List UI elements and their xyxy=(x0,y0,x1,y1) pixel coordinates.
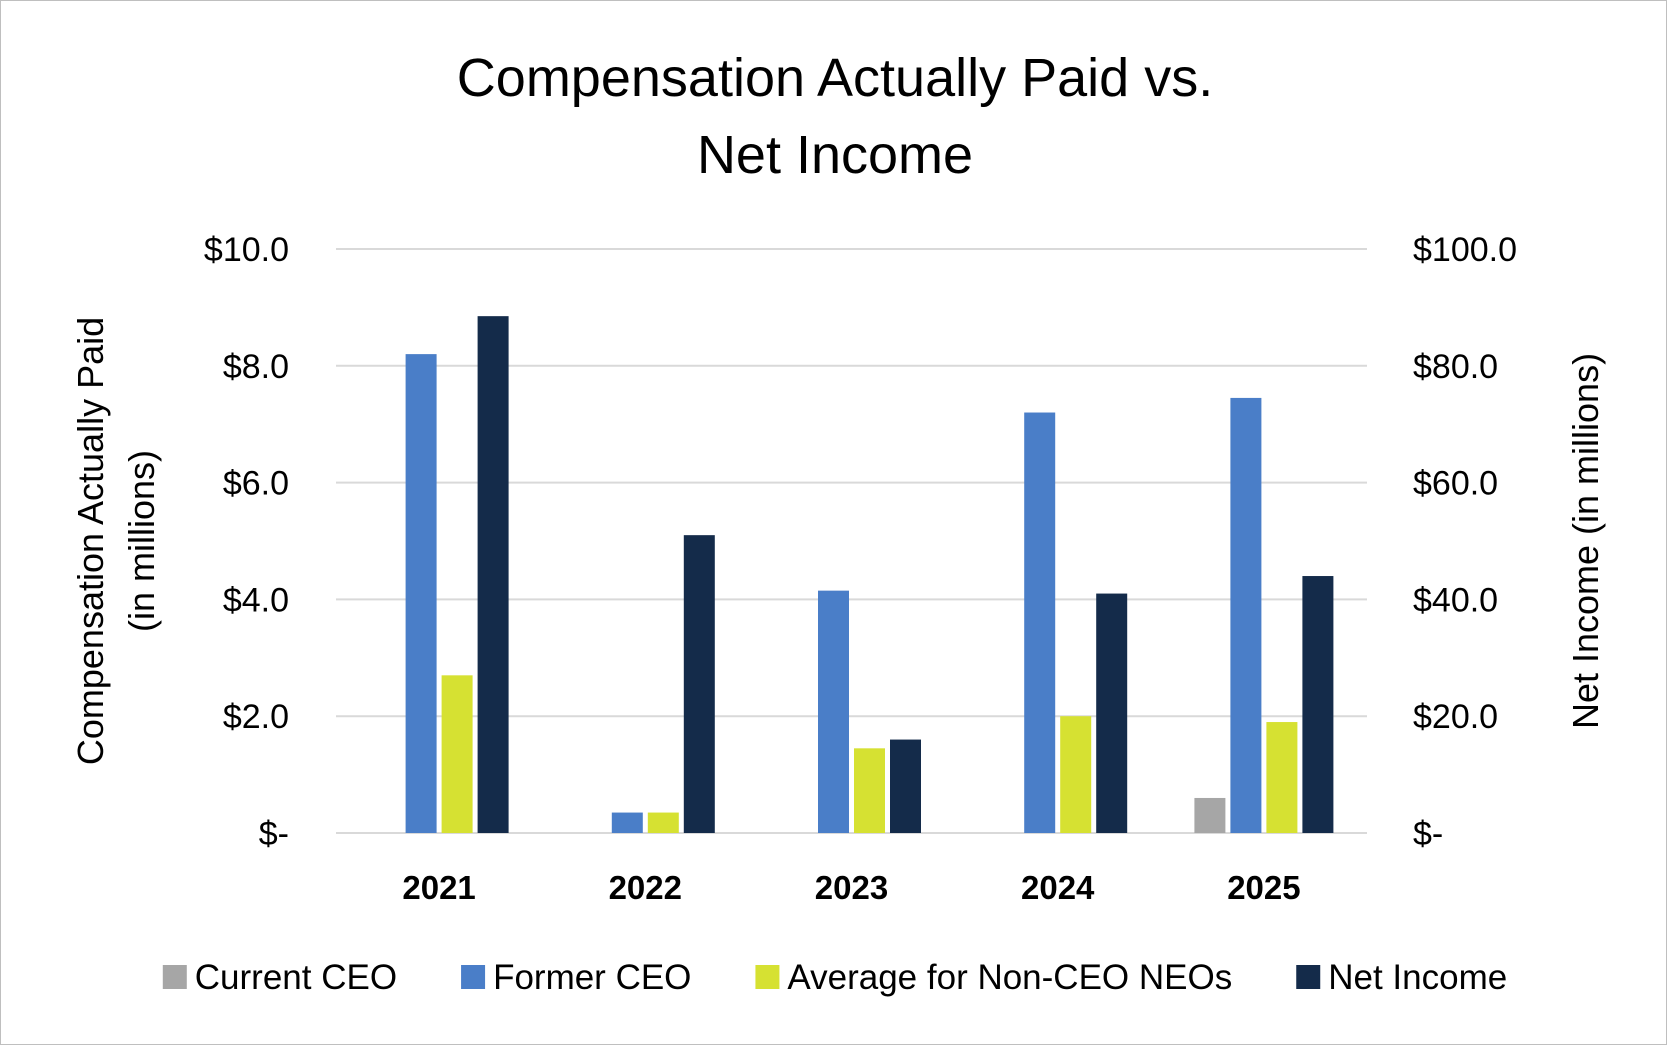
category-label: 2023 xyxy=(815,869,888,906)
bar-net-income-2024 xyxy=(1096,593,1128,833)
legend-label: Net Income xyxy=(1328,958,1507,997)
bar-net-income-2023 xyxy=(890,739,921,833)
legend-swatch xyxy=(461,965,486,989)
bar-net-income-2021 xyxy=(477,316,509,833)
chart-title-line-2: Net Income xyxy=(697,125,973,185)
left-axis-title-line-1: Compensation Actually Paid xyxy=(70,317,111,765)
legend: Current CEO Former CEO Average for Non-CEO… xyxy=(162,958,1507,997)
bar-former-ceo-2022 xyxy=(611,812,643,833)
left-tick-label: $10.0 xyxy=(204,231,289,269)
category-label: 2025 xyxy=(1227,869,1300,906)
legend-label: Average for Non-CEO NEOs xyxy=(787,958,1232,997)
category-label: 2022 xyxy=(609,869,682,906)
left-axis-title-line-2: (in millions) xyxy=(121,450,162,632)
legend-swatch xyxy=(1296,965,1321,989)
legend-label: Current CEO xyxy=(195,958,397,997)
bar-net-income-2025 xyxy=(1302,576,1334,833)
right-tick-label: $40.0 xyxy=(1413,581,1498,619)
legend-swatch xyxy=(162,965,187,989)
right-axis-ticks: $- $20.0 $40.0 $60.0 $80.0 $100.0 xyxy=(1413,231,1517,853)
category-label: 2021 xyxy=(402,869,475,906)
bar-former-ceo-2024 xyxy=(1024,412,1056,833)
bar-former-ceo-2025 xyxy=(1230,397,1262,833)
legend-label: Former CEO xyxy=(493,958,691,997)
bar-current-ceo-2025 xyxy=(1194,797,1226,833)
left-tick-label: $2.0 xyxy=(223,698,289,736)
chart-title: Compensation Actually Paid vs. Net Incom… xyxy=(457,48,1213,185)
right-tick-label: $20.0 xyxy=(1413,698,1498,736)
right-axis-title: Net Income (in millions) xyxy=(1565,353,1606,729)
bar-average-for-non-ceo-neos-2021 xyxy=(441,675,473,833)
chart-title-line-1: Compensation Actually Paid vs. xyxy=(457,48,1213,108)
left-tick-label: $4.0 xyxy=(223,581,289,619)
bar-average-for-non-ceo-neos-2025 xyxy=(1266,722,1298,833)
category-labels: 2021 2022 2023 2024 2025 xyxy=(402,869,1300,906)
bar-net-income-2022 xyxy=(683,535,715,833)
bar-former-ceo-2021 xyxy=(405,354,437,833)
bar-average-for-non-ceo-neos-2023 xyxy=(854,748,885,833)
legend-swatch xyxy=(755,965,780,989)
right-tick-label: $60.0 xyxy=(1413,465,1498,503)
left-tick-label: $8.0 xyxy=(223,348,289,386)
bar-average-for-non-ceo-neos-2022 xyxy=(647,812,679,833)
right-tick-label: $100.0 xyxy=(1413,231,1517,269)
left-axis-ticks: $- $2.0 $4.0 $6.0 $8.0 $10.0 xyxy=(204,231,289,853)
right-tick-label: $80.0 xyxy=(1413,348,1498,386)
bars xyxy=(405,316,1334,833)
bar-average-for-non-ceo-neos-2024 xyxy=(1060,716,1092,833)
right-tick-label: $- xyxy=(1413,815,1443,853)
left-tick-label: $- xyxy=(259,815,289,853)
category-label: 2024 xyxy=(1021,869,1095,906)
bar-former-ceo-2023 xyxy=(818,590,849,833)
left-tick-label: $6.0 xyxy=(223,465,289,503)
